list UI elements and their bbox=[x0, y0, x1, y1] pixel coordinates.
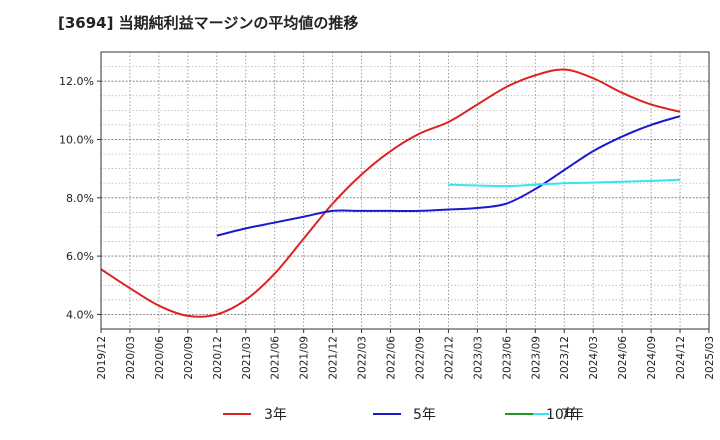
x-tick-label: 2021/12 bbox=[328, 336, 340, 380]
y-axis: 4.0% 6.0% 8.0% 10.0% 12.0% bbox=[59, 75, 101, 321]
x-tick-label: 2021/03 bbox=[241, 336, 253, 380]
plot-background bbox=[101, 52, 709, 329]
x-tick-label: 2023/09 bbox=[530, 336, 542, 380]
x-tick-label: 2021/06 bbox=[270, 336, 282, 380]
y-tick-label: 6.0% bbox=[66, 250, 94, 263]
x-tick-label: 2024/12 bbox=[675, 336, 687, 380]
legend-label: 7年 bbox=[561, 407, 584, 423]
x-tick-label: 2020/12 bbox=[212, 336, 224, 380]
x-tick-label: 2023/12 bbox=[559, 336, 571, 380]
x-tick-label: 2022/03 bbox=[357, 336, 369, 380]
x-tick-label: 2024/09 bbox=[646, 336, 658, 380]
chart-title: [3694] 当期純利益マージンの平均値の推移 bbox=[58, 14, 359, 32]
x-tick-label: 2024/03 bbox=[588, 336, 600, 380]
series-line-1 bbox=[216, 115, 681, 237]
x-tick-label: 2020/03 bbox=[125, 336, 137, 380]
x-tick-label: 2022/06 bbox=[386, 336, 398, 380]
x-tick-label: 2020/09 bbox=[183, 336, 195, 380]
y-tick-label: 8.0% bbox=[66, 192, 94, 205]
x-tick-label: 2022/12 bbox=[443, 336, 455, 380]
x-tick-label: 2023/06 bbox=[501, 336, 513, 380]
x-tick-label: 2024/06 bbox=[617, 336, 629, 380]
x-tick-label: 2019/12 bbox=[96, 336, 108, 380]
legend-item-0: 3年 bbox=[223, 407, 287, 423]
y-tick-label: 4.0% bbox=[66, 308, 94, 321]
x-tick-label: 2023/03 bbox=[472, 336, 484, 380]
series-line-2 bbox=[448, 178, 681, 188]
x-tick-label: 2022/09 bbox=[414, 336, 426, 380]
legend-label: 3年 bbox=[264, 407, 287, 423]
legend-label: 5年 bbox=[413, 407, 436, 423]
x-axis: 2019/12 2020/03 2020/06 2020/09 2020/12 2021/… bbox=[96, 329, 716, 380]
legend-item-1: 5年 bbox=[373, 407, 436, 423]
y-tick-label: 12.0% bbox=[59, 75, 94, 88]
x-tick-label: 2021/09 bbox=[299, 336, 311, 380]
series-layer bbox=[100, 68, 681, 318]
x-tick-label: 2025/03 bbox=[704, 336, 716, 380]
y-tick-label: 10.0% bbox=[59, 133, 94, 146]
series-line-0 bbox=[100, 68, 681, 318]
legend-item-3: 10年 bbox=[505, 407, 578, 423]
plot-frame bbox=[100, 51, 710, 330]
x-tick-label: 2020/06 bbox=[154, 336, 166, 380]
legend-label: 10年 bbox=[546, 407, 578, 423]
